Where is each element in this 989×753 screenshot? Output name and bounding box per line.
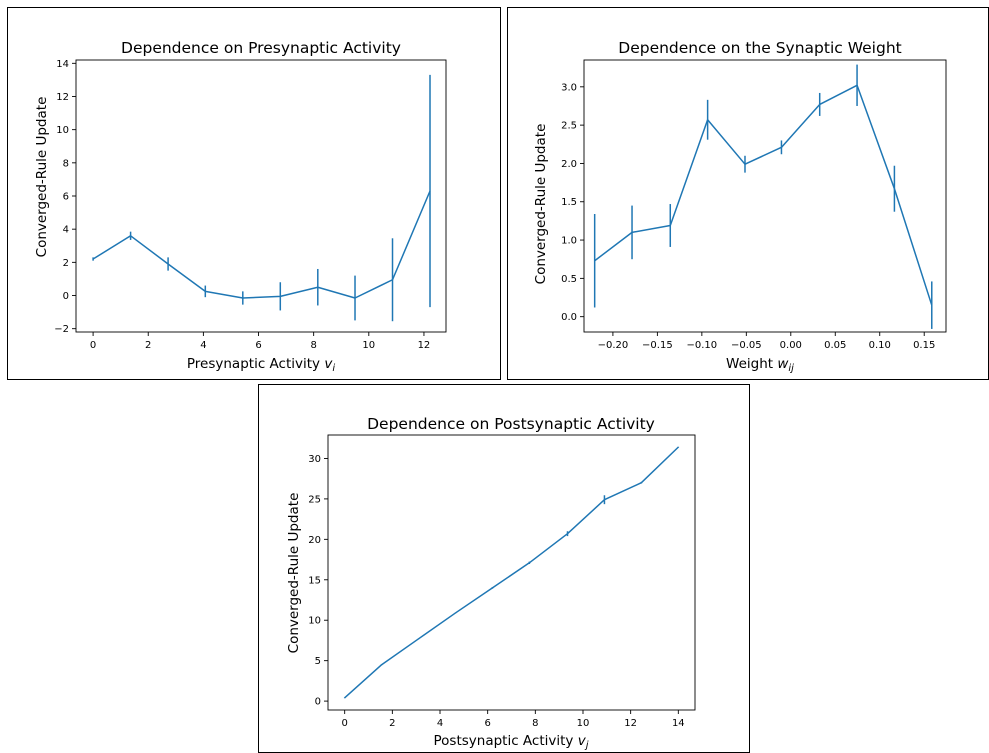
- x-tick-label: 2: [389, 718, 395, 729]
- plot-area: 0 2 4 6 8 10 12 −2 0 2 4 6 8 10 12 14: [54, 59, 447, 351]
- x-tick-label: 14: [672, 718, 685, 729]
- x-tick-label: 0.05: [824, 340, 846, 351]
- plot-area: −0.20 −0.15 −0.10 −0.05 0.00 0.05 0.10 0.15 0.0 0…: [561, 59, 947, 351]
- series-line: [594, 84, 933, 306]
- x-tick-label: 6: [255, 340, 261, 351]
- x-axis-label: Postsynaptic Activity vj: [434, 733, 589, 751]
- y-tick-label: 5: [315, 656, 321, 667]
- axes-frame: [327, 434, 696, 711]
- chart-title: Dependence on Presynaptic Activity: [121, 39, 401, 57]
- y-tick-label: 0.5: [561, 274, 577, 285]
- y-axis-label: Converged-Rule Update: [286, 493, 302, 654]
- x-tick-label: 10: [362, 340, 375, 351]
- y-axis-label: Converged-Rule Update: [34, 97, 50, 258]
- y-axis-label: Converged-Rule Update: [533, 124, 549, 285]
- x-axis-label: Presynaptic Activity vi: [187, 356, 335, 374]
- y-tick-label: 2.5: [561, 121, 577, 132]
- y-tick-label: 3.0: [561, 82, 577, 93]
- x-tick-label: 4: [437, 718, 443, 729]
- series-line: [344, 446, 679, 699]
- x-tick-label: 0: [90, 340, 96, 351]
- y-tick-label: 8: [63, 158, 69, 169]
- y-tick-label: 14: [56, 59, 69, 70]
- y-tick-label: 30: [308, 454, 321, 465]
- series-line: [92, 190, 431, 299]
- y-tick-label: −2: [54, 324, 69, 335]
- y-tick-label: 4: [63, 225, 69, 236]
- postsynaptic-chart-svg: Dependence on Postsynaptic Activity 0 2 4 6…: [286, 415, 696, 751]
- y-tick-label: 1.5: [561, 197, 577, 208]
- y-tick-label: 10: [56, 125, 69, 136]
- x-tick-label: −0.05: [731, 340, 762, 351]
- y-tick-label: 20: [308, 535, 321, 546]
- x-tick-label: 0: [341, 718, 347, 729]
- x-tick-label: 8: [532, 718, 538, 729]
- y-tick-label: 2: [63, 258, 69, 269]
- plot-area: 0 2 4 6 8 10 12 14 0 5 10 15 20 25 30: [308, 434, 696, 729]
- chart-title: Dependence on Postsynaptic Activity: [367, 415, 655, 433]
- x-axis-label: Weight wij: [726, 356, 794, 374]
- y-tick-label: 15: [308, 575, 321, 586]
- chart-title: Dependence on the Synaptic Weight: [618, 39, 901, 57]
- axes-frame: [583, 59, 947, 333]
- y-tick-label: 12: [56, 92, 69, 103]
- y-tick-label: 2.0: [561, 159, 577, 170]
- y-tick-label: 0.0: [561, 312, 577, 323]
- x-tick-label: 4: [200, 340, 206, 351]
- x-tick-label: −0.20: [598, 340, 629, 351]
- x-tick-label: 10: [577, 718, 590, 729]
- x-tick-label: 12: [418, 340, 431, 351]
- y-tick-label: 10: [308, 616, 321, 627]
- y-tick-label: 6: [63, 192, 69, 203]
- axes-frame: [75, 59, 447, 333]
- y-tick-label: 25: [308, 494, 321, 505]
- x-tick-label: 0.00: [780, 340, 802, 351]
- y-tick-label: 0: [63, 291, 69, 302]
- chart-panel-synaptic-weight: Dependence on the Synaptic Weight −0.20−…: [507, 7, 989, 380]
- presynaptic-chart-svg: Dependence on Presynaptic Activity 0 2 4 6 8…: [34, 39, 447, 374]
- y-tick-label: 0: [315, 697, 321, 708]
- x-tick-label: 0.15: [913, 340, 935, 351]
- x-tick-label: 0.10: [869, 340, 891, 351]
- x-tick-label: −0.15: [642, 340, 673, 351]
- x-tick-label: 12: [624, 718, 637, 729]
- chart-panel-postsynaptic: Dependence on Postsynaptic Activity 0 2 4 6…: [258, 384, 750, 753]
- x-tick-label: 8: [310, 340, 316, 351]
- x-tick-label: 2: [145, 340, 151, 351]
- chart-panel-presynaptic: Dependence on Presynaptic Activity 0 2 4 6 8…: [7, 7, 501, 380]
- synaptic-weight-chart-svg: Dependence on the Synaptic Weight −0.20−…: [533, 39, 947, 374]
- y-tick-label: 1.0: [561, 236, 577, 247]
- x-tick-label: −0.10: [687, 340, 718, 351]
- x-tick-label: 6: [484, 718, 490, 729]
